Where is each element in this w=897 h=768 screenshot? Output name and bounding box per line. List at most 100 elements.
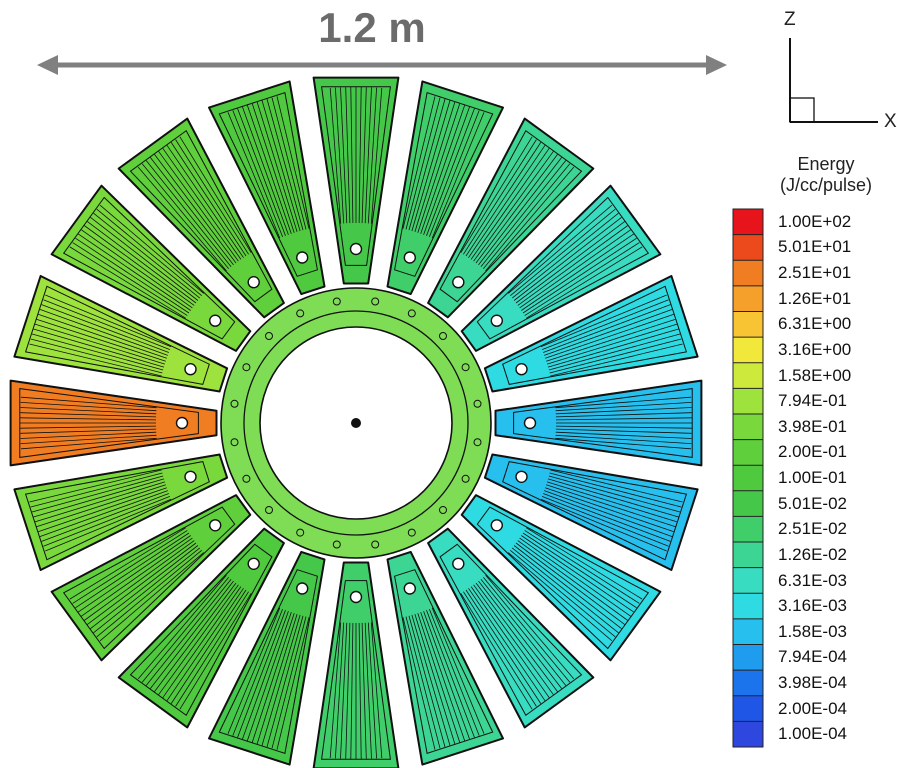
segment-fiber-line — [30, 338, 163, 374]
segment-fiber-line — [544, 490, 673, 537]
segment-fiber-line — [83, 225, 195, 306]
ring-hole — [242, 474, 251, 483]
segment-fiber-line — [408, 615, 446, 748]
legend-label: 3.98E-01 — [778, 416, 847, 436]
segment-fiber-line — [93, 212, 201, 299]
segment-fiber-line — [340, 87, 348, 224]
inner-ring-line — [243, 310, 469, 536]
segment-fiber-line — [246, 104, 292, 234]
detector-segment — [427, 117, 595, 319]
segment-fiber-line — [513, 216, 622, 301]
segment-fiber-line — [77, 233, 191, 311]
segment-fiber-line — [555, 407, 692, 415]
segment-fiber-line — [20, 407, 157, 415]
segment-fiber-line — [162, 586, 242, 699]
segment-fiber-line — [485, 575, 575, 680]
ring-hole — [439, 506, 447, 514]
segment-fiber-line — [162, 147, 242, 260]
segment-fiber-line — [411, 100, 451, 232]
legend-label: 1.00E-04 — [778, 724, 847, 744]
segment-fiber-line — [80, 229, 193, 309]
segment-fiber-line — [540, 498, 667, 552]
ring-hole — [371, 540, 380, 549]
detector-segment — [483, 275, 699, 393]
segment-fiber-line — [33, 478, 165, 518]
segment-fiber-line — [179, 136, 252, 253]
legend-swatch — [733, 618, 763, 645]
segment-fiber-line — [463, 139, 537, 255]
segment-fiber-line — [340, 622, 348, 759]
legend-label: 1.26E-02 — [778, 544, 847, 564]
dimension-arrow-left-head — [37, 55, 58, 75]
legend-label: 1.26E+01 — [778, 288, 852, 308]
legend-label: 3.16E+00 — [778, 339, 852, 359]
segment-fiber-line — [36, 318, 166, 362]
segment-hole — [349, 242, 363, 256]
segment-fiber-line — [526, 527, 643, 600]
ring-hole — [332, 297, 341, 306]
segment-fiber-line — [547, 328, 679, 368]
ring-hole — [407, 309, 416, 318]
segment-fiber-line — [511, 212, 619, 299]
segment-fiber-line — [256, 613, 298, 745]
detector-segment — [9, 379, 218, 467]
dimension-arrow-right-head — [706, 55, 727, 75]
ring-hole — [461, 474, 470, 483]
segment-fiber-line — [555, 431, 692, 439]
ring-hole — [242, 363, 251, 372]
segment-fiber-line — [358, 86, 362, 224]
segment-fiber-line — [470, 586, 550, 699]
ring-hole — [265, 332, 273, 340]
segment-fiber-line — [420, 612, 466, 742]
segment-fiber-line — [31, 475, 164, 513]
segment-hole — [208, 314, 222, 327]
segment-fiber-line — [522, 532, 637, 609]
segment-hole — [175, 416, 189, 430]
segment-wedge — [427, 527, 595, 729]
segment-fiber-line — [526, 246, 643, 319]
legend-bar-frame — [732, 208, 764, 748]
segment-fiber-line — [543, 493, 671, 542]
segment-fiber-line — [166, 144, 244, 258]
segment-fiber-line — [175, 139, 249, 255]
segment-fiber-line — [431, 112, 485, 239]
segment-fiber-line — [478, 580, 563, 689]
segment-inner-outline — [62, 506, 236, 650]
segment-fiber-line — [515, 542, 626, 625]
ring-hole — [461, 363, 470, 372]
segment-fiber-line — [20, 396, 157, 409]
detector-segment — [460, 494, 662, 662]
segment-fiber-line — [90, 545, 199, 630]
segment-inner-outline — [439, 543, 583, 717]
segment-fiber-line — [473, 150, 554, 262]
segment-fiber-line — [43, 299, 171, 350]
segment-wedge — [483, 275, 699, 393]
segment-fiber-line — [227, 112, 281, 239]
segment-fiber-line — [145, 160, 232, 268]
legend-swatch — [733, 209, 763, 235]
segment-fiber-line — [335, 622, 345, 759]
segment-fiber-line — [43, 496, 171, 547]
detector-segment — [117, 527, 285, 729]
segment-fiber-line — [547, 478, 679, 518]
legend-title-line1: Energy — [797, 154, 855, 174]
segment-fiber-line — [170, 589, 247, 704]
segment-wedge — [50, 494, 252, 662]
segment-fiber-line — [99, 552, 204, 642]
segment-fiber-line — [232, 608, 283, 736]
segment-wedge — [13, 453, 229, 571]
segment-fiber-line — [546, 481, 678, 523]
legend-swatch — [733, 644, 763, 671]
ring-hole — [439, 332, 447, 340]
segment-fiber-line — [546, 318, 676, 362]
segment-hole — [403, 582, 416, 595]
segment-fiber-line — [543, 304, 671, 353]
segment-fiber-line — [20, 437, 157, 450]
segment-fiber-line — [75, 532, 190, 609]
legend-swatch — [733, 337, 763, 364]
segment-hole — [515, 470, 528, 483]
legend-swatch — [733, 311, 763, 338]
segment-inner-outline — [129, 543, 273, 717]
segment-inner-outline — [218, 569, 318, 755]
segment-fiber-line — [86, 542, 197, 625]
